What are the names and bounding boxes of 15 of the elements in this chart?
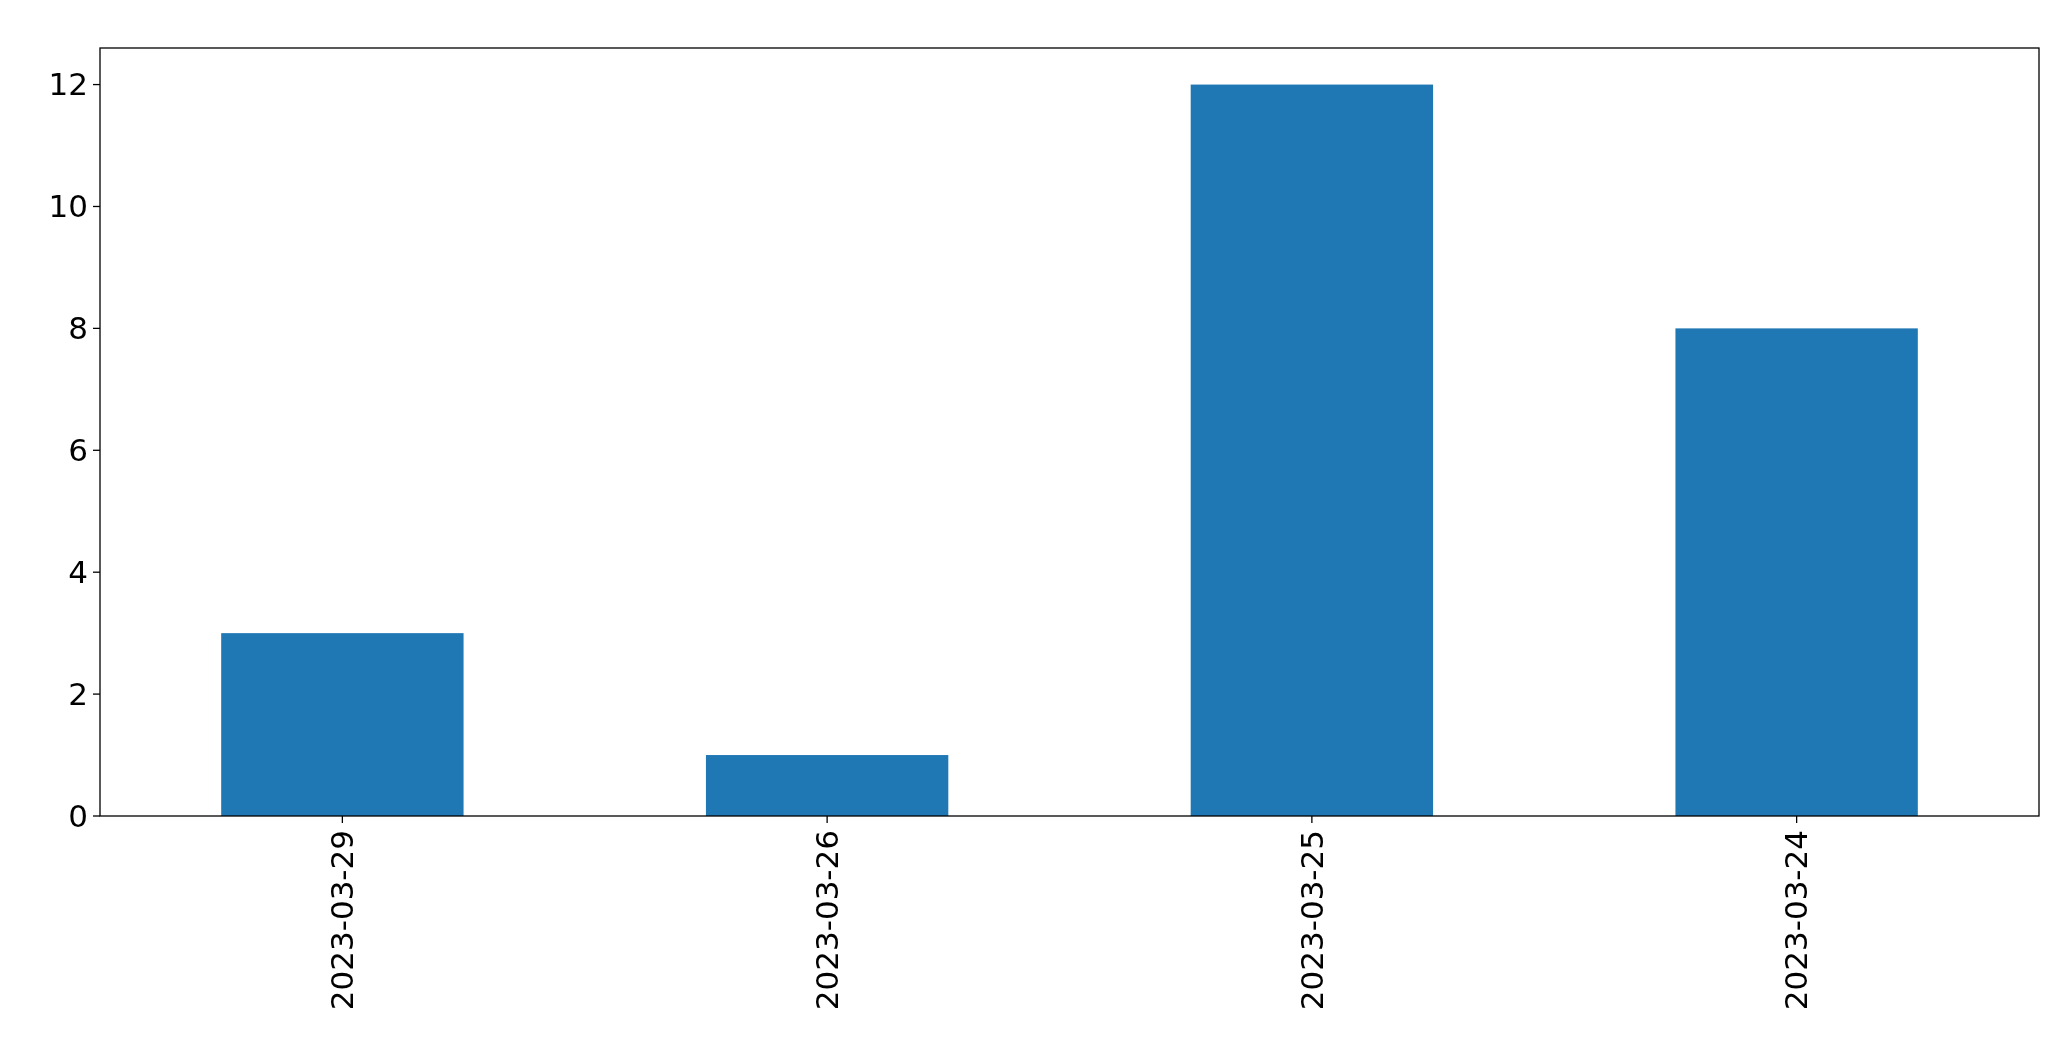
bar [221,633,464,816]
y-tick-label: 2 [68,675,88,712]
y-tick-label: 10 [48,188,88,225]
x-tick-label: 2023-03-24 [1778,830,1815,1011]
y-tick-label: 0 [68,797,88,834]
x-tick-label: 2023-03-26 [808,830,845,1011]
y-tick-label: 6 [68,432,88,469]
x-tick-label: 2023-03-29 [324,830,361,1011]
x-tick-label: 2023-03-25 [1293,830,1330,1011]
y-tick-label: 8 [68,310,88,347]
bar [705,755,949,816]
y-tick-label: 4 [68,554,88,591]
y-tick-label: 12 [48,66,88,103]
bar [1190,84,1434,816]
bar [1675,328,1918,816]
